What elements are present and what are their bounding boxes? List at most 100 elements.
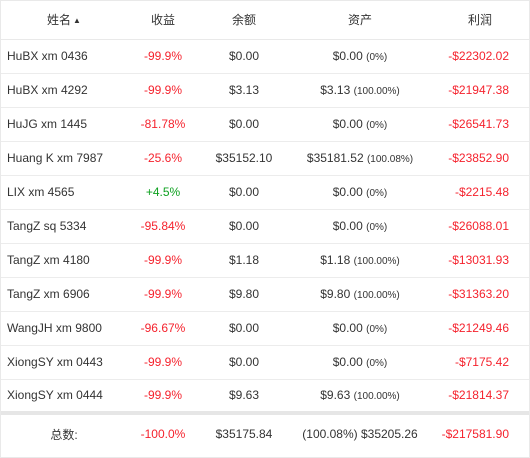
cell-profit: -$21249.46 bbox=[448, 321, 509, 335]
cell-asset: $0.00 (0%) bbox=[289, 107, 431, 141]
asset-value: $0.00 bbox=[332, 185, 363, 199]
cell-return: -95.84% bbox=[140, 219, 186, 233]
cell-profit: -$31363.20 bbox=[448, 287, 509, 301]
cell-balance: $0.00 bbox=[228, 117, 260, 131]
cell-profit: -$21947.38 bbox=[448, 83, 509, 97]
cell-asset: $0.00 (0%) bbox=[289, 345, 431, 379]
cell-return: -99.9% bbox=[143, 287, 183, 301]
cell-asset: $9.80 (100.00%) bbox=[289, 277, 431, 311]
total-profit: -$217581.90 bbox=[441, 427, 509, 441]
cell-asset: $9.63 (100.00%) bbox=[289, 379, 431, 413]
cell-balance: $9.80 bbox=[228, 287, 260, 301]
column-header-balance[interactable]: 余额 bbox=[199, 1, 289, 40]
column-header-asset[interactable]: 资产 bbox=[289, 1, 431, 40]
cell-return: -96.67% bbox=[140, 321, 186, 335]
cell-balance: $0.00 bbox=[228, 185, 260, 199]
cell-asset: $0.00 (0%) bbox=[289, 311, 431, 345]
total-label: 总数: bbox=[50, 427, 78, 442]
cell-name: HuJG xm 1445 bbox=[7, 117, 88, 131]
asset-percent: (0%) bbox=[366, 52, 388, 63]
asset-value: $3.13 bbox=[320, 83, 351, 97]
caret-up-icon: ▲ bbox=[73, 16, 81, 26]
asset-value: $0.00 bbox=[332, 321, 363, 335]
cell-asset: $0.00 (0%) bbox=[289, 175, 431, 209]
cell-balance: $0.00 bbox=[228, 49, 260, 63]
cell-balance: $0.00 bbox=[228, 219, 260, 233]
asset-percent: (100.00%) bbox=[353, 86, 400, 97]
asset-value: $9.80 bbox=[320, 287, 351, 301]
cell-name: WangJH xm 9800 bbox=[7, 321, 102, 335]
cell-balance: $1.18 bbox=[228, 253, 260, 267]
table-row[interactable]: WangJH xm 9800 -96.67% $0.00 $0.00 (0%) -$21… bbox=[1, 311, 529, 345]
cell-name: LIX xm 4565 bbox=[7, 185, 75, 199]
cell-asset: $0.00 (0%) bbox=[289, 209, 431, 243]
asset-percent: (0%) bbox=[366, 358, 388, 369]
table-body: HuBX xm 0436 -99.9% $0.00 $0.00 (0%) -$22302… bbox=[1, 39, 529, 413]
asset-percent: (100.00%) bbox=[353, 290, 400, 301]
cell-return: -25.6% bbox=[143, 151, 183, 165]
table-row[interactable]: TangZ xm 6906 -99.9% $9.80 $9.80 (100.00%) -… bbox=[1, 277, 529, 311]
table-row[interactable]: HuBX xm 0436 -99.9% $0.00 $0.00 (0%) -$22302… bbox=[1, 39, 529, 73]
asset-value: $0.00 bbox=[332, 355, 363, 369]
table-row[interactable]: LIX xm 4565 +4.5% $0.00 $0.00 (0%) -$2215.48 bbox=[1, 175, 529, 209]
cell-profit: -$23852.90 bbox=[448, 151, 509, 165]
cell-balance: $0.00 bbox=[228, 355, 260, 369]
asset-percent: (0%) bbox=[366, 188, 388, 199]
cell-profit: -$2215.48 bbox=[454, 185, 509, 199]
table-row[interactable]: TangZ sq 5334 -95.84% $0.00 $0.00 (0%) -$260… bbox=[1, 209, 529, 243]
asset-value: $35181.52 bbox=[306, 151, 364, 165]
asset-value: $0.00 bbox=[332, 49, 363, 63]
table-row[interactable]: HuBX xm 4292 -99.9% $3.13 $3.13 (100.00%) -$… bbox=[1, 73, 529, 107]
column-header-name[interactable]: 姓名 ▲ bbox=[1, 1, 127, 40]
cell-return: -81.78% bbox=[140, 117, 186, 131]
cell-name: HuBX xm 4292 bbox=[7, 83, 88, 97]
cell-name: XiongSY xm 0444 bbox=[7, 388, 103, 403]
asset-value: $0.00 bbox=[332, 219, 363, 233]
asset-percent: (100.00%) bbox=[353, 391, 400, 403]
cell-balance: $35152.10 bbox=[215, 151, 273, 165]
table-row[interactable]: HuJG xm 1445 -81.78% $0.00 $0.00 (0%) -$2654… bbox=[1, 107, 529, 141]
total-return: -100.0% bbox=[140, 427, 186, 441]
asset-percent: (0%) bbox=[366, 324, 388, 335]
total-balance: $35175.84 bbox=[215, 427, 273, 441]
cell-return: -99.9% bbox=[143, 355, 183, 369]
cell-return: -99.9% bbox=[143, 253, 183, 267]
asset-value: $0.00 bbox=[332, 117, 363, 131]
cell-balance: $0.00 bbox=[228, 321, 260, 335]
asset-percent: (100.08%) bbox=[366, 154, 414, 165]
cell-name: TangZ xm 6906 bbox=[7, 287, 90, 301]
asset-percent: (0%) bbox=[366, 120, 388, 131]
cell-asset: $3.13 (100.00%) bbox=[289, 73, 431, 107]
cell-asset: $35181.52 (100.08%) bbox=[289, 141, 431, 175]
cell-asset: $0.00 (0%) bbox=[289, 39, 431, 73]
table-row[interactable]: XiongSY xm 0443 -99.9% $0.00 $0.00 (0%) -$71… bbox=[1, 345, 529, 379]
cell-name: TangZ xm 4180 bbox=[7, 253, 90, 267]
table-footer-row: 总数: -100.0% $35175.84 (100.08%) $35205.2… bbox=[1, 413, 529, 453]
table-row[interactable]: XiongSY xm 0444 -99.9% $9.63 $9.63 (100.00%… bbox=[1, 379, 529, 413]
cell-profit: -$26088.01 bbox=[448, 219, 509, 233]
cell-profit: -$22302.02 bbox=[448, 49, 509, 63]
cell-profit: -$13031.93 bbox=[448, 253, 509, 267]
cell-profit: -$26541.73 bbox=[448, 117, 509, 131]
cell-balance: $3.13 bbox=[228, 83, 260, 97]
table-header-row: 姓名 ▲ 收益 余额 资产 利润 bbox=[1, 1, 529, 40]
asset-value: $1.18 bbox=[320, 253, 351, 267]
cell-return: +4.5% bbox=[145, 185, 181, 199]
cell-name: TangZ sq 5334 bbox=[7, 219, 87, 233]
column-header-profit[interactable]: 利润 bbox=[431, 1, 529, 40]
cell-asset: $1.18 (100.00%) bbox=[289, 243, 431, 277]
cell-return: -99.9% bbox=[143, 83, 183, 97]
cell-name: XiongSY xm 0443 bbox=[7, 355, 103, 369]
table-row[interactable]: Huang K xm 7987 -25.6% $35152.10 $35181.52 … bbox=[1, 141, 529, 175]
asset-percent: (0%) bbox=[366, 222, 388, 233]
column-header-return[interactable]: 收益 bbox=[127, 1, 199, 40]
cell-name: Huang K xm 7987 bbox=[7, 151, 104, 165]
cell-profit: -$21814.37 bbox=[448, 388, 509, 403]
asset-percent: (100.00%) bbox=[353, 256, 400, 267]
cell-balance: $9.63 bbox=[228, 388, 260, 403]
asset-value: $9.63 bbox=[320, 388, 351, 403]
cell-return: -99.9% bbox=[143, 49, 183, 63]
cell-profit: -$7175.42 bbox=[454, 355, 509, 369]
table-row[interactable]: TangZ xm 4180 -99.9% $1.18 $1.18 (100.00%) -… bbox=[1, 243, 529, 277]
